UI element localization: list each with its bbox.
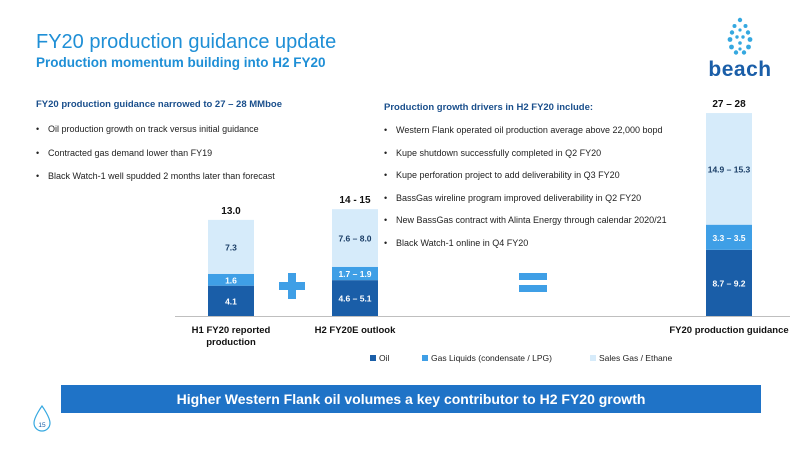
right-bullet-list: Western Flank operated oil production av… bbox=[384, 125, 667, 260]
data-label: 4.6 – 5.1 bbox=[338, 294, 371, 304]
total-label: 13.0 bbox=[221, 206, 241, 217]
page-droplet-icon: 15 bbox=[33, 405, 51, 432]
bar-segment bbox=[706, 224, 752, 250]
bar-segment bbox=[332, 280, 378, 316]
right-bullet: Black Watch-1 online in Q4 FY20 bbox=[384, 238, 667, 249]
bar-segment bbox=[208, 285, 254, 316]
data-label: 7.3 bbox=[225, 242, 237, 252]
left-bullet: Oil production growth on track versus in… bbox=[36, 124, 275, 135]
data-label: 7.6 – 8.0 bbox=[338, 234, 371, 244]
right-heading: Production growth drivers in H2 FY20 inc… bbox=[384, 102, 594, 113]
left-bullet: Black Watch-1 well spudded 2 months late… bbox=[36, 171, 275, 182]
plus-sign bbox=[288, 273, 296, 299]
legend-label: Sales Gas / Ethane bbox=[599, 353, 673, 363]
bar-segment bbox=[208, 219, 254, 274]
equals-sign bbox=[519, 273, 547, 280]
data-label: 14.9 – 15.3 bbox=[708, 164, 751, 174]
data-label: 4.1 bbox=[225, 296, 237, 306]
left-heading: FY20 production guidance narrowed to 27 … bbox=[36, 99, 282, 110]
page-number: 15 bbox=[38, 422, 46, 429]
data-label: 1.6 bbox=[225, 275, 237, 285]
key-message-banner: Higher Western Flank oil volumes a key c… bbox=[61, 385, 761, 413]
category-label: FY20 production guidance bbox=[669, 325, 788, 336]
bar-segment bbox=[332, 209, 378, 267]
droplet-logo-icon bbox=[727, 17, 753, 55]
legend-label: Oil bbox=[379, 353, 390, 363]
data-label: 1.7 – 1.9 bbox=[338, 269, 371, 279]
beach-logo: beach bbox=[700, 16, 780, 88]
category-label: production bbox=[206, 337, 256, 348]
bar-segment bbox=[208, 273, 254, 286]
category-label: H2 FY20E outlook bbox=[315, 325, 396, 336]
legend-swatch bbox=[422, 355, 428, 361]
right-bullet: Kupe shutdown successfully completed in … bbox=[384, 148, 667, 159]
bar-segment bbox=[706, 113, 752, 225]
bar-segment bbox=[332, 266, 378, 281]
slide-title: FY20 production guidance update bbox=[36, 31, 337, 53]
legend-label: Gas Liquids (condensate / LPG) bbox=[431, 353, 552, 363]
right-bullet: BassGas wireline program improved delive… bbox=[384, 193, 667, 204]
total-label: 27 – 28 bbox=[712, 99, 746, 110]
logo-wordmark: beach bbox=[708, 58, 772, 81]
right-bullet: Kupe perforation project to add delivera… bbox=[384, 170, 667, 181]
right-bullet: Western Flank operated oil production av… bbox=[384, 125, 667, 136]
data-label: 3.3 – 3.5 bbox=[712, 233, 745, 243]
slide-subtitle: Production momentum building into H2 FY2… bbox=[36, 55, 326, 70]
legend-swatch bbox=[370, 355, 376, 361]
left-bullet-list: Oil production growth on track versus in… bbox=[36, 124, 275, 195]
equals-sign bbox=[519, 285, 547, 292]
total-label: 14 - 15 bbox=[339, 195, 371, 206]
legend-swatch bbox=[590, 355, 596, 361]
category-label: H1 FY20 reported bbox=[192, 325, 271, 336]
bar-segment bbox=[706, 249, 752, 316]
right-bullet: New BassGas contract with Alinta Energy … bbox=[384, 215, 667, 226]
data-label: 8.7 – 9.2 bbox=[712, 278, 745, 288]
left-bullet: Contracted gas demand lower than FY19 bbox=[36, 148, 275, 159]
